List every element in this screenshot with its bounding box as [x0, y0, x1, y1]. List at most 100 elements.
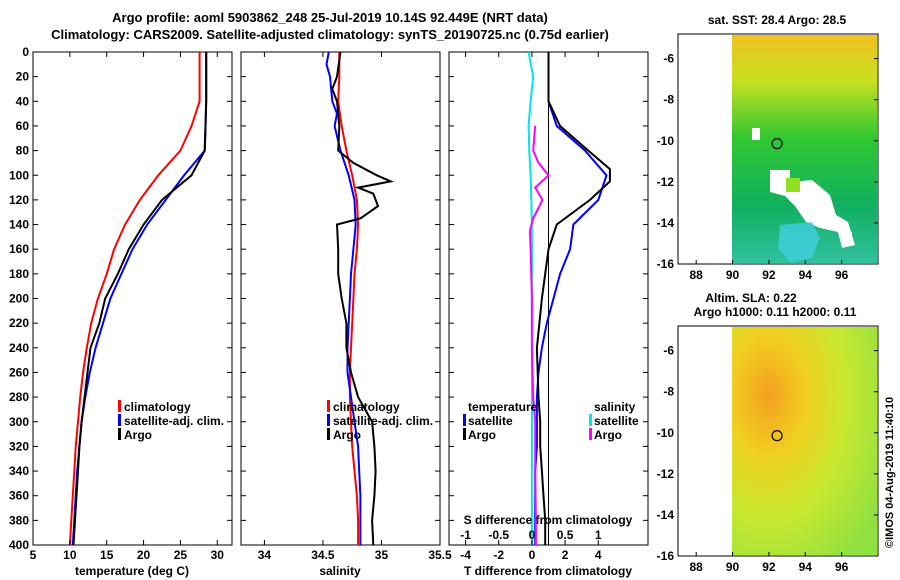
legend-temperature-head: temperature	[468, 400, 538, 414]
salinity-difference-ticks: -1 -0.5 0 0.5 1	[460, 528, 602, 542]
map-y-tick-label: -6	[663, 52, 674, 66]
x-tick-label: 35.5	[428, 548, 452, 562]
map-x-tick-label: 96	[835, 268, 849, 282]
depth-tick-label: 180	[9, 267, 29, 281]
s-tick-label: -1	[460, 528, 471, 542]
sst-cyan-patch	[778, 222, 820, 262]
s-tick-label: -0.5	[488, 528, 509, 542]
argo-position-marker	[771, 138, 783, 150]
legend-t-satellite-swatch	[463, 414, 466, 426]
salinity-panel: 34 34.5 35 35.5 salinity climatology satell…	[240, 51, 452, 578]
sst-x-ticks: 88 90 92 94 96	[690, 260, 849, 282]
series-line-t-satellite	[534, 52, 608, 545]
temperature-xlabel: temperature (deg C)	[75, 564, 189, 578]
x-tick-label: 10	[63, 548, 77, 562]
salinity-xlabel: salinity	[319, 564, 361, 578]
legend-climatology: climatology	[124, 400, 191, 414]
legend-salinity-head: salinity	[594, 400, 636, 414]
legend-argo-swatch	[118, 428, 121, 440]
argo-position-marker	[771, 430, 783, 442]
map-y-tick-label: -8	[663, 385, 674, 399]
depth-tick-label: 400	[9, 538, 29, 552]
x-tick-label: 2	[562, 548, 569, 562]
s-tick-label: 0	[529, 528, 536, 542]
series-line-s-argo	[528, 125, 550, 545]
sst-map-title: sat. SST: 28.4 Argo: 28.5	[708, 13, 847, 27]
depth-tick-label: 40	[16, 94, 30, 108]
temperature-panel: 5 10 15 20 25 30 0204060801001201401601802002…	[9, 45, 648, 578]
map-y-tick-label: -16	[657, 549, 675, 563]
s-tick-label: 0.5	[557, 528, 574, 542]
x-tick-label: 35	[375, 548, 389, 562]
depth-tick-label: 260	[9, 365, 29, 379]
depth-tick-label: 340	[9, 464, 29, 478]
depth-tick-label: 240	[9, 341, 29, 355]
depth-tick-label: 220	[9, 316, 29, 330]
depth-tick-label: 300	[9, 415, 29, 429]
series-line-satellite-adj-clim-	[71, 52, 208, 546]
legend-argo: Argo	[124, 428, 152, 442]
difference-panel: -4 -2 0 2 4 -1 -0.5 0 0.5 1 S difference from cl…	[448, 51, 649, 578]
salinity-x-ticks: 34 34.5 35 35.5	[258, 52, 452, 562]
map-x-tick-label: 94	[799, 268, 813, 282]
difference-xlabel: T difference from climatology	[464, 564, 632, 578]
depth-tick-label: 80	[16, 144, 30, 158]
x-tick-label: 34	[258, 548, 272, 562]
legend-satellite: satellite-adj. clim.	[124, 414, 224, 428]
x-tick-label: 5	[30, 548, 37, 562]
sla-map-title: Altim. SLA: 0.22	[705, 291, 797, 305]
s-difference-label: S difference from climatology	[464, 513, 633, 527]
series-line-climatology	[68, 52, 201, 546]
temperature-legend: climatology satellite-adj. clim. Argo	[118, 400, 224, 442]
legend-satellite-swatch	[327, 414, 330, 426]
header-line2: Climatology: CARS2009. Satellite-adjuste…	[51, 27, 609, 42]
depth-tick-label: 100	[9, 168, 29, 182]
map-x-tick-label: 90	[726, 268, 740, 282]
legend-s-satellite: satellite	[594, 414, 639, 428]
depth-tick-label: 200	[9, 292, 29, 306]
sla-map: Altim. SLA: 0.22 Argo h1000: 0.11 h2000:…	[657, 291, 879, 574]
x-tick-label: 20	[137, 548, 151, 562]
map-y-tick-label: -10	[657, 426, 675, 440]
map-y-tick-label: -14	[657, 216, 675, 230]
x-tick-label: 30	[211, 548, 225, 562]
legend-s-argo-swatch	[589, 428, 592, 440]
sla-x-ticks: 88 90 92 94 96	[690, 552, 849, 574]
temperature-frame	[32, 51, 233, 546]
depth-tick-label: 320	[9, 439, 29, 453]
map-x-tick-label: 96	[835, 560, 849, 574]
legend-climatology-swatch	[327, 400, 330, 412]
salinity-legend: climatology satellite-adj. clim. Argo	[327, 400, 433, 442]
depth-tick-label: 360	[9, 489, 29, 503]
sst-map: sat. SST: 28.4 Argo: 28.5 88 90 92 94 96 -6-…	[657, 13, 879, 282]
salinity-lines	[325, 51, 395, 546]
depth-tick-label: 160	[9, 242, 29, 256]
legend-t-argo-swatch	[463, 428, 466, 440]
map-y-tick-label: -12	[657, 467, 675, 481]
map-x-tick-label: 94	[799, 560, 813, 574]
x-tick-label: 25	[174, 548, 188, 562]
header-line1: Argo profile: aoml 5903862_248 25-Jul-20…	[112, 10, 548, 25]
map-x-tick-label: 90	[726, 560, 740, 574]
x-tick-label: 15	[100, 548, 114, 562]
depth-tick-label: 380	[9, 513, 29, 527]
legend-t-satellite: satellite	[468, 414, 513, 428]
depth-tick-label: 60	[16, 119, 30, 133]
map-y-tick-label: -16	[657, 257, 675, 271]
sla-map-subtitle: Argo h1000: 0.11 h2000: 0.11	[694, 305, 857, 319]
difference-lines	[527, 51, 611, 545]
legend-s-satellite-swatch	[589, 414, 592, 426]
salinity-frame	[240, 51, 441, 546]
x-tick-label: -4	[460, 548, 471, 562]
sla-map-field	[732, 327, 877, 555]
map-x-tick-label: 92	[762, 268, 776, 282]
sst-y-ticks: -6 -8 -10 -12 -14 -16	[657, 52, 878, 271]
depth-tick-label: 140	[9, 218, 29, 232]
x-tick-label: 4	[595, 548, 602, 562]
temperature-lines	[68, 52, 208, 546]
sla-y-ticks: -6 -8 -10 -12 -14 -16	[657, 344, 878, 563]
x-tick-label: 34.5	[311, 548, 335, 562]
series-line-argo	[72, 52, 208, 546]
sst-patch	[786, 178, 800, 192]
